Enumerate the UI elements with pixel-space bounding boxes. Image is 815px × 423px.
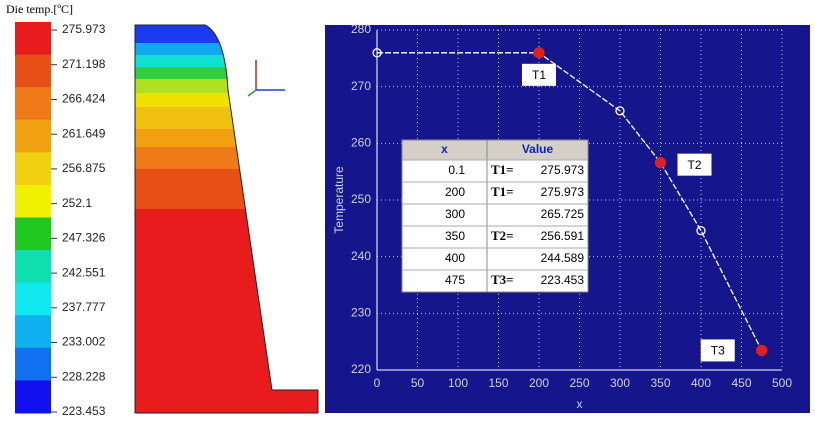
table-cell: 223.453	[541, 273, 585, 287]
data-line	[377, 52, 763, 351]
data-point	[756, 344, 768, 357]
x-tick-label: 300	[610, 376, 630, 390]
point-label-box	[700, 339, 735, 362]
point-label-box	[677, 153, 712, 176]
table-cell: 400	[445, 251, 465, 265]
table-cell: 275.973	[541, 163, 585, 177]
x-tick-label: 350	[650, 376, 670, 390]
table-bg	[401, 139, 589, 293]
x-tick-label: 400	[691, 376, 711, 390]
legend-swatch	[15, 250, 51, 284]
y-tick-label: 250	[351, 192, 371, 206]
x-tick-label: 250	[569, 376, 589, 390]
legend-label: 266.424	[62, 92, 106, 106]
table-header: Value	[522, 142, 554, 156]
legend-swatch	[15, 347, 51, 381]
legend-swatch	[15, 54, 51, 88]
legend-label: 237.777	[62, 300, 106, 314]
legend-label: 223.453	[62, 404, 106, 418]
legend-title: Die temp.[ºC]	[6, 2, 73, 16]
legend-label: 252.1	[62, 196, 92, 210]
y-tick-label: 270	[351, 79, 371, 93]
legend-swatch	[15, 315, 51, 349]
legend-swatch	[15, 380, 51, 414]
data-point	[615, 106, 625, 116]
x-tick-label: 0	[374, 376, 381, 390]
legend-label: 247.326	[62, 231, 106, 245]
x-tick-label: 500	[772, 376, 792, 390]
point-label: T3	[711, 344, 725, 358]
table-cell: 256.591	[541, 229, 585, 243]
x-tick-label: 150	[488, 376, 508, 390]
chart: 220 230 240 250 260 270 280 0 50 100 150 200 250 300 3…	[332, 22, 792, 411]
legend-swatch	[15, 282, 51, 316]
data-point	[696, 226, 706, 236]
legend-label: 261.649	[62, 126, 106, 140]
die-outline	[134, 24, 319, 414]
x-tick-label: 450	[731, 376, 751, 390]
x-axis-label: x	[577, 397, 583, 411]
table-label: T1=	[491, 162, 514, 177]
table-cell: 475	[445, 273, 465, 287]
die-image	[135, 25, 318, 413]
legend-swatch	[15, 119, 51, 153]
legend-swatch	[15, 217, 51, 251]
table-header: x	[441, 142, 448, 156]
table-header-bg	[401, 139, 589, 161]
legend-label: 242.551	[62, 265, 106, 279]
y-tick-label: 260	[351, 136, 371, 150]
axis-triad	[247, 60, 285, 97]
y-axis-label: Temperature	[332, 166, 346, 234]
point-label-box	[522, 63, 556, 86]
table-cell: 300	[445, 207, 465, 221]
table-cell: 265.725	[541, 207, 585, 221]
y-tick-label: 280	[351, 22, 371, 36]
table-cell: 0.1	[448, 163, 465, 177]
point-label: T1	[532, 68, 546, 82]
data-point	[372, 48, 382, 58]
table-cell: 350	[445, 229, 465, 243]
table-label: T1=	[491, 184, 514, 199]
y-tick-label: 230	[351, 306, 371, 320]
table-cell: 200	[445, 185, 465, 199]
color-legend: 275.973 271.198 266.424 261.649 256.875 252.1…	[15, 22, 106, 418]
x-tick-label: 50	[411, 376, 425, 390]
y-tick-label: 220	[351, 362, 371, 376]
legend-swatch	[15, 22, 51, 56]
x-tick-label: 200	[529, 376, 549, 390]
table-cell: 275.973	[541, 185, 585, 199]
legend-swatch	[15, 184, 51, 218]
y-tick-label: 240	[351, 249, 371, 263]
legend-label: 256.875	[62, 161, 106, 175]
x-tick-label: 100	[448, 376, 468, 390]
data-point	[654, 157, 667, 169]
data-point	[533, 47, 545, 59]
legend-label: 233.002	[62, 335, 106, 349]
table-cell: 244.589	[541, 251, 585, 265]
table-label: T3=	[491, 272, 514, 287]
legend-swatch	[15, 87, 51, 121]
point-label: T2	[687, 158, 701, 172]
legend-swatch	[15, 152, 51, 186]
legend-label: 271.198	[62, 57, 106, 71]
table-label: T2=	[491, 228, 514, 243]
legend-label: 275.973	[62, 22, 106, 36]
legend-label: 228.228	[62, 369, 106, 383]
